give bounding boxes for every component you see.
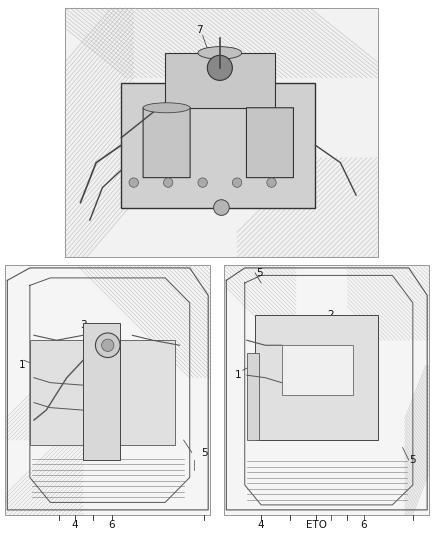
- Text: 3: 3: [303, 348, 310, 358]
- Bar: [247, 353, 259, 440]
- Bar: [5, 265, 210, 515]
- Text: 7: 7: [196, 26, 203, 36]
- Text: 1: 1: [18, 360, 25, 370]
- Text: ETO: ETO: [306, 520, 327, 530]
- Circle shape: [214, 200, 229, 215]
- Circle shape: [207, 55, 233, 80]
- Ellipse shape: [198, 47, 242, 59]
- Bar: [65, 8, 378, 257]
- Text: 2: 2: [328, 310, 334, 320]
- Text: 5: 5: [256, 268, 262, 278]
- FancyBboxPatch shape: [143, 108, 190, 177]
- Circle shape: [267, 178, 276, 187]
- Text: 3: 3: [80, 320, 86, 330]
- Text: 1: 1: [235, 370, 242, 380]
- Bar: [121, 83, 315, 207]
- Text: 4: 4: [258, 520, 265, 530]
- Text: 5: 5: [410, 455, 416, 465]
- Text: 6: 6: [360, 520, 367, 530]
- Bar: [30, 340, 87, 445]
- Bar: [83, 323, 120, 460]
- Circle shape: [129, 178, 138, 187]
- Text: 4: 4: [72, 520, 78, 530]
- Circle shape: [198, 178, 207, 187]
- Bar: [224, 265, 429, 515]
- Bar: [282, 345, 353, 395]
- Circle shape: [233, 178, 242, 187]
- Circle shape: [95, 333, 120, 358]
- Circle shape: [102, 339, 114, 351]
- Circle shape: [163, 178, 173, 187]
- Text: 5: 5: [201, 448, 208, 457]
- FancyBboxPatch shape: [247, 108, 293, 177]
- Bar: [255, 316, 378, 440]
- Bar: [165, 53, 275, 108]
- Ellipse shape: [143, 103, 190, 113]
- Text: 6: 6: [109, 520, 115, 530]
- Bar: [118, 340, 175, 445]
